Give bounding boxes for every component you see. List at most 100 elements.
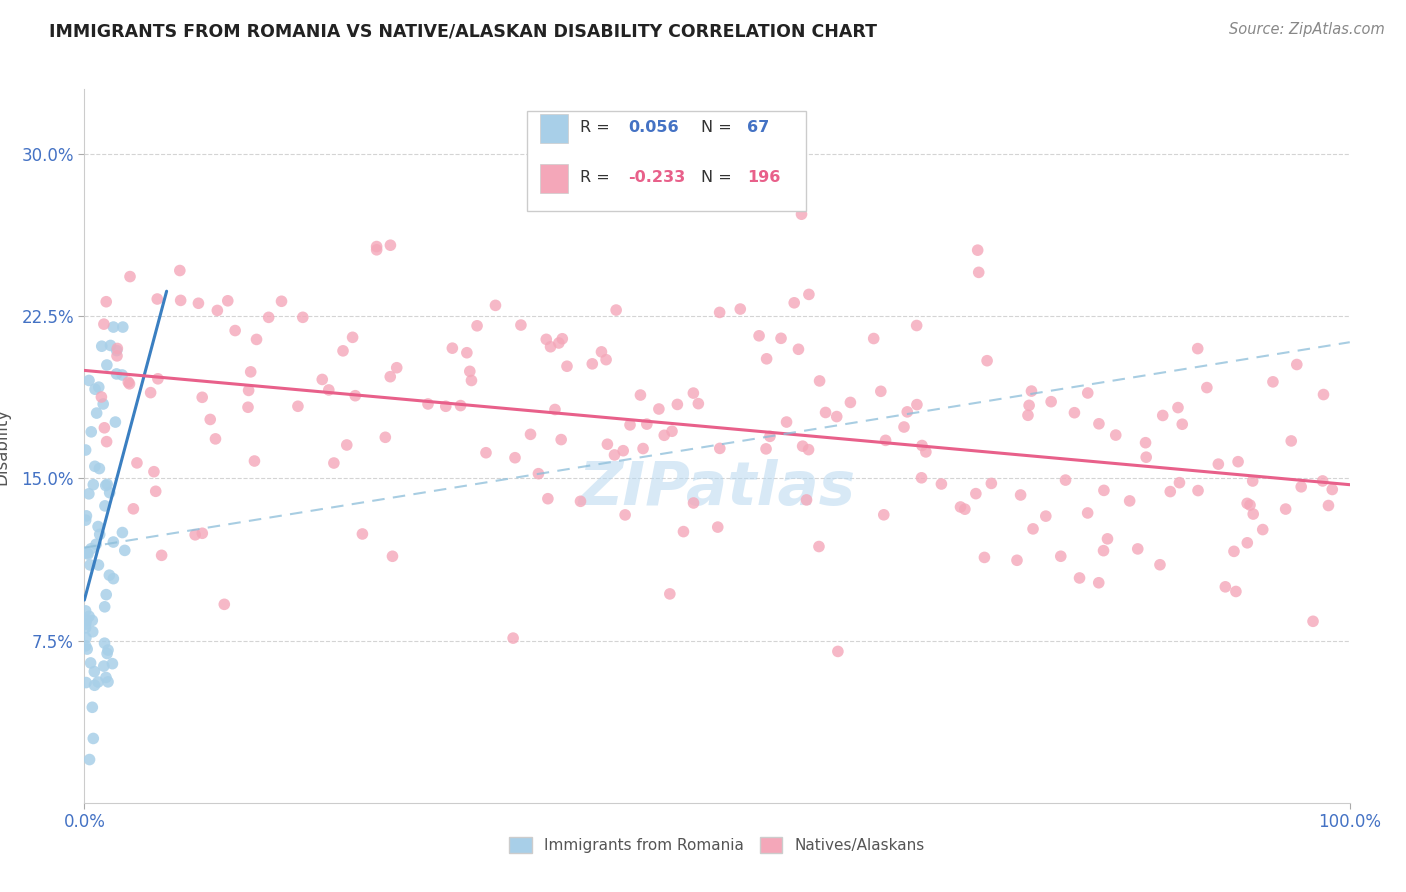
Immigrants from Romania	[111, 368, 134, 382]
Natives/Alaskans	[142, 465, 165, 479]
Natives/Alaskans	[1171, 417, 1194, 432]
Immigrants from Romania	[75, 614, 97, 628]
Natives/Alaskans	[122, 501, 145, 516]
Natives/Alaskans	[862, 332, 884, 346]
Natives/Alaskans	[595, 352, 617, 367]
Natives/Alaskans	[169, 263, 191, 277]
Natives/Alaskans	[797, 287, 820, 301]
Natives/Alaskans	[603, 448, 626, 462]
Immigrants from Romania	[96, 477, 118, 491]
Text: Source: ZipAtlas.com: Source: ZipAtlas.com	[1229, 22, 1385, 37]
Natives/Alaskans	[311, 372, 333, 386]
Legend: Immigrants from Romania, Natives/Alaskans: Immigrants from Romania, Natives/Alaskan…	[503, 831, 931, 859]
Natives/Alaskans	[380, 369, 402, 384]
Natives/Alaskans	[709, 442, 731, 456]
Natives/Alaskans	[118, 376, 141, 391]
Immigrants from Romania	[87, 675, 110, 690]
Natives/Alaskans	[191, 526, 214, 541]
Natives/Alaskans	[239, 365, 262, 379]
Natives/Alaskans	[1223, 544, 1246, 558]
Natives/Alaskans	[537, 491, 560, 506]
FancyBboxPatch shape	[540, 164, 568, 193]
Natives/Alaskans	[953, 502, 976, 516]
Natives/Alaskans	[536, 332, 558, 346]
Immigrants from Romania	[105, 343, 128, 358]
Natives/Alaskans	[770, 331, 793, 345]
Immigrants from Romania	[76, 642, 98, 657]
Natives/Alaskans	[636, 417, 658, 431]
Natives/Alaskans	[1225, 584, 1247, 599]
Natives/Alaskans	[648, 402, 671, 417]
Natives/Alaskans	[555, 359, 578, 374]
Natives/Alaskans	[503, 450, 526, 465]
Natives/Alaskans	[965, 486, 987, 500]
Natives/Alaskans	[1168, 475, 1191, 490]
Natives/Alaskans	[672, 524, 695, 539]
Natives/Alaskans	[688, 397, 710, 411]
Immigrants from Romania	[82, 614, 104, 628]
Natives/Alaskans	[1118, 494, 1140, 508]
Natives/Alaskans	[1312, 387, 1334, 401]
Natives/Alaskans	[385, 360, 408, 375]
Natives/Alaskans	[257, 310, 280, 325]
Natives/Alaskans	[973, 550, 995, 565]
Natives/Alaskans	[1077, 506, 1099, 520]
Natives/Alaskans	[245, 333, 267, 347]
Natives/Alaskans	[547, 336, 569, 351]
Natives/Alaskans	[1167, 401, 1189, 415]
Natives/Alaskans	[465, 318, 488, 333]
Natives/Alaskans	[366, 243, 388, 257]
Natives/Alaskans	[755, 351, 778, 366]
Natives/Alaskans	[456, 345, 478, 359]
Natives/Alaskans	[1322, 483, 1344, 497]
Immigrants from Romania	[80, 425, 103, 439]
Immigrants from Romania	[75, 513, 97, 527]
Immigrants from Romania	[77, 487, 100, 501]
Natives/Alaskans	[808, 374, 831, 388]
Immigrants from Romania	[98, 485, 121, 500]
Immigrants from Romania	[96, 358, 118, 372]
Natives/Alaskans	[1005, 553, 1028, 567]
Natives/Alaskans	[807, 540, 830, 554]
Text: IMMIGRANTS FROM ROMANIA VS NATIVE/ALASKAN DISABILITY CORRELATION CHART: IMMIGRANTS FROM ROMANIA VS NATIVE/ALASKA…	[49, 22, 877, 40]
Natives/Alaskans	[125, 456, 148, 470]
Immigrants from Romania	[75, 631, 97, 645]
Natives/Alaskans	[915, 445, 938, 459]
Natives/Alaskans	[1289, 480, 1312, 494]
Natives/Alaskans	[825, 409, 848, 424]
Natives/Alaskans	[118, 269, 141, 284]
Text: 0.056: 0.056	[628, 120, 679, 135]
Immigrants from Romania	[87, 380, 110, 394]
Natives/Alaskans	[236, 401, 259, 415]
Natives/Alaskans	[661, 424, 683, 438]
Natives/Alaskans	[318, 383, 340, 397]
Natives/Alaskans	[730, 301, 752, 316]
Natives/Alaskans	[980, 476, 1002, 491]
Immigrants from Romania	[100, 338, 122, 352]
Immigrants from Romania	[80, 541, 103, 556]
Natives/Alaskans	[291, 310, 314, 325]
Natives/Alaskans	[1208, 457, 1230, 471]
Natives/Alaskans	[214, 598, 236, 612]
Natives/Alaskans	[1187, 483, 1209, 498]
Natives/Alaskans	[596, 437, 619, 451]
Natives/Alaskans	[381, 549, 404, 564]
Natives/Alaskans	[759, 429, 782, 443]
Natives/Alaskans	[792, 439, 814, 453]
Natives/Alaskans	[797, 442, 820, 457]
Natives/Alaskans	[96, 434, 118, 449]
Natives/Alaskans	[796, 492, 818, 507]
Immigrants from Romania	[89, 461, 111, 475]
Immigrants from Romania	[103, 535, 125, 549]
Natives/Alaskans	[790, 207, 813, 221]
Natives/Alaskans	[96, 294, 118, 309]
Natives/Alaskans	[1251, 523, 1274, 537]
Immigrants from Romania	[93, 599, 115, 614]
Immigrants from Romania	[90, 339, 112, 353]
Natives/Alaskans	[441, 341, 464, 355]
Immigrants from Romania	[94, 671, 117, 685]
Natives/Alaskans	[911, 438, 934, 452]
Text: N =: N =	[700, 120, 737, 135]
Natives/Alaskans	[551, 332, 574, 346]
Natives/Alaskans	[217, 293, 239, 308]
